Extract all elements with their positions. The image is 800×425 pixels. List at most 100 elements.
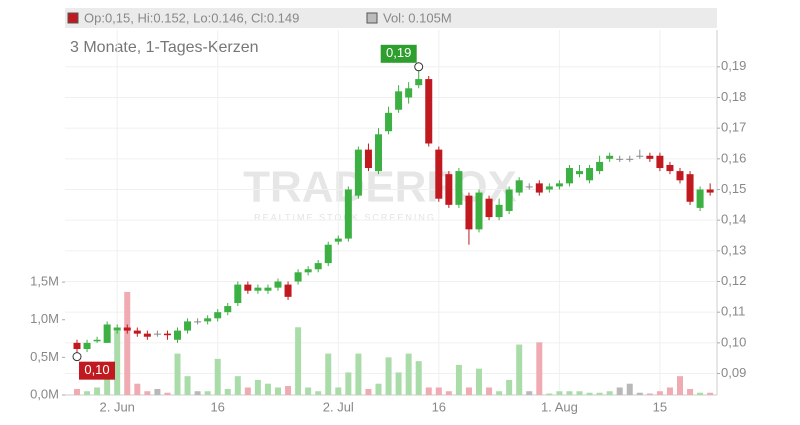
candle-body [535,183,543,193]
candle-body [656,155,664,169]
candle-body [626,158,634,160]
x-tick-label: 2. Jul [323,399,354,414]
volume-legend-icon [366,12,378,24]
candle-body [646,155,654,159]
volume-bar [546,393,553,395]
volume-bar [536,342,543,395]
candle-body [264,287,272,291]
volume-bar [576,391,583,395]
candle-body [304,269,312,273]
volume-bar [596,392,603,395]
candle-body [415,79,423,86]
volume-bar [375,383,382,395]
volume-bar [154,388,161,395]
volume-bar [345,372,352,395]
candle-body [344,189,352,239]
header-volume: Vol: 0.105M [383,10,452,25]
candle-body [616,158,624,160]
volume-bar [234,376,241,395]
candle-body [565,168,573,184]
candle-body [525,186,533,188]
candle-body [435,149,443,199]
y-tick-label: 0,11 [721,304,745,319]
candle-body [314,263,322,270]
x-tick-label: 2. Jun [99,399,134,414]
y-tick-label: 0,19 [721,58,746,73]
volume-bar [104,372,111,395]
candle-body [375,134,382,172]
volume-bar [616,387,623,395]
y2-tick-label: 1,0M [30,311,59,326]
volume-bar [214,358,221,395]
volume-bar [164,392,171,395]
volume-bar [566,391,573,395]
candle-body [495,204,503,218]
volume-bar [365,388,372,395]
volume-bar [295,327,302,395]
candle-body [465,195,473,230]
candle-body [123,327,131,331]
candle-body [364,149,372,169]
candle-body [143,333,151,337]
candle-body [73,342,81,349]
candle-body [485,198,493,218]
volume-bar [84,391,91,395]
volume-bar [455,364,462,395]
subtitle: 3 Monate, 1-Tages-Kerzen [70,39,259,56]
candle-body [204,318,212,322]
volume-bar [606,391,613,395]
volume-bar [144,391,151,395]
candle-body [475,192,483,230]
y-tick-label: 0,16 [721,150,746,165]
y-tick-label: 0,12 [721,273,746,288]
max-label-box [380,44,417,63]
y2-tick-label: 0,5M [30,349,59,364]
volume-bar [305,387,312,395]
watermark-sub: REALTIME STOCK SCREENING [254,212,436,222]
header-price: Op:0,15, Hi:0.152, Lo:0.146, Cl:0.149 [84,10,299,25]
candle-body [515,180,523,193]
volume-bar [415,361,422,395]
candle-body [234,284,242,303]
candle-body [324,244,332,264]
candle-body [284,284,292,297]
y-tick-label: 0,10 [721,334,746,349]
volume-bar [184,376,191,395]
volume-bar [677,376,683,395]
candle-body [455,171,463,205]
y-tick-label: 0,15 [721,181,746,196]
volume-bar [556,391,563,395]
candle-body [93,339,101,342]
volume-bar [335,387,342,395]
candle-body [163,333,171,336]
volume-bar [285,385,292,395]
volume-bar [506,379,513,395]
volume-bar [174,353,181,395]
volume-bar [496,391,503,395]
volume-bar [626,383,633,395]
volume-bar [124,291,131,395]
x-tick-label: 16 [210,399,224,414]
candle-body [274,281,282,288]
candle-body [103,324,111,343]
y-tick-label: 0,14 [721,212,746,227]
candle-body [153,333,161,335]
candle-body [676,171,684,181]
candle-body [606,155,614,159]
volume-bar [707,392,714,395]
volume-bar [526,391,533,395]
max-marker [414,62,424,72]
candle-body [83,342,91,349]
volume-bar [425,387,432,395]
volume-bar [244,387,251,395]
candle-body [224,306,232,313]
volume-bar [194,391,201,395]
volume-bar [224,388,231,395]
min-label: 0,10 [84,362,109,377]
volume-bar [465,387,472,395]
volume-bar [275,387,281,395]
x-tick-label: 1. Aug [541,399,578,414]
candle-body [445,174,453,205]
candle-body [244,284,252,291]
y-tick-label: 0,09 [721,365,746,380]
